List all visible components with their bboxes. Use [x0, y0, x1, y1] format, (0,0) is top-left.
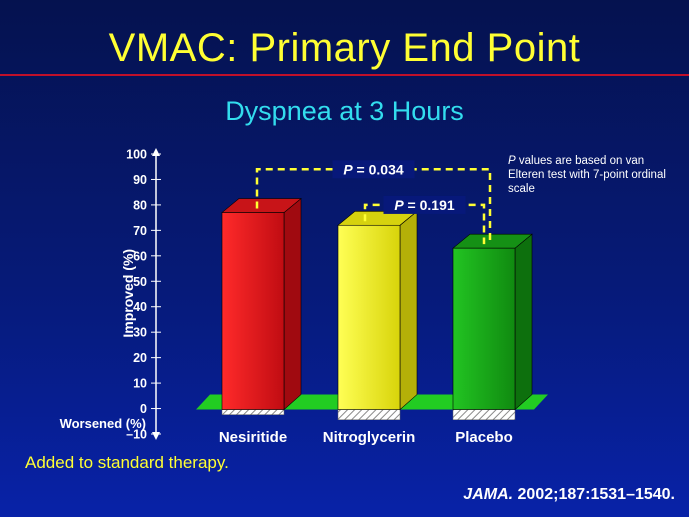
- category-label-placebo: Placebo: [455, 429, 513, 446]
- y-tick-label: 100: [126, 148, 147, 162]
- y-tick-label: 10: [133, 377, 147, 391]
- y-tick-label: 50: [133, 275, 147, 289]
- category-label-nitroglycerin: Nitroglycerin: [323, 429, 416, 446]
- bar-nesiritide: [221, 212, 285, 410]
- y-axis-arrow-up: [152, 148, 160, 156]
- pvalue-text: = 0.034: [353, 161, 404, 177]
- y-axis-label-worsened: Worsened (%): [60, 416, 146, 431]
- bar-side-placebo: [514, 233, 533, 411]
- pvalue-label-1: P = 0.034: [343, 161, 404, 177]
- bar-side-nitroglycerin: [399, 210, 418, 411]
- pvalue-p-letter: P: [343, 161, 353, 177]
- title-divider: [0, 74, 689, 76]
- bracket-label-bg: [383, 195, 466, 214]
- pvalue-note: P values are based on van Elteren test w…: [508, 154, 668, 196]
- bracket-label-bg: [332, 160, 415, 179]
- note-p-letter: P: [508, 155, 516, 167]
- y-axis-arrow-down: [152, 432, 160, 440]
- bar-placebo: [452, 247, 516, 410]
- y-tick-label: –10: [126, 428, 147, 442]
- worsened-bar-nesiritide: [221, 409, 285, 415]
- citation: JAMA. 2002;187:1531–1540.: [463, 486, 675, 504]
- category-label-nesiritide: Nesiritide: [219, 429, 287, 446]
- y-tick-label: 40: [133, 300, 147, 314]
- bar-nitroglycerin: [337, 224, 401, 410]
- worsened-bar-nitroglycerin: [337, 409, 401, 420]
- bar-side-nesiritide: [283, 197, 302, 411]
- y-tick-label: 80: [133, 198, 147, 212]
- y-tick-label: 60: [133, 249, 147, 263]
- y-tick-label: 90: [133, 173, 147, 187]
- pvalue-text: = 0.191: [404, 197, 455, 213]
- citation-ref: 2002;187:1531–1540.: [513, 486, 675, 503]
- y-tick-label: 20: [133, 351, 147, 365]
- note-text: values are based on van Elteren test wit…: [508, 155, 666, 195]
- y-axis-label-improved: Improved (%): [120, 249, 136, 338]
- pvalue-p-letter: P: [394, 197, 404, 213]
- y-tick-label: 30: [133, 326, 147, 340]
- footnote: Added to standard therapy.: [25, 453, 229, 472]
- slide-title: VMAC: Primary End Point: [108, 26, 581, 70]
- pvalue-label-2: P = 0.191: [394, 197, 455, 213]
- chart-subtitle: Dyspnea at 3 Hours: [225, 96, 464, 126]
- y-tick-label: 70: [133, 224, 147, 238]
- citation-journal: JAMA.: [463, 486, 514, 503]
- y-tick-label: 0: [140, 402, 147, 416]
- worsened-bar-placebo: [452, 409, 516, 420]
